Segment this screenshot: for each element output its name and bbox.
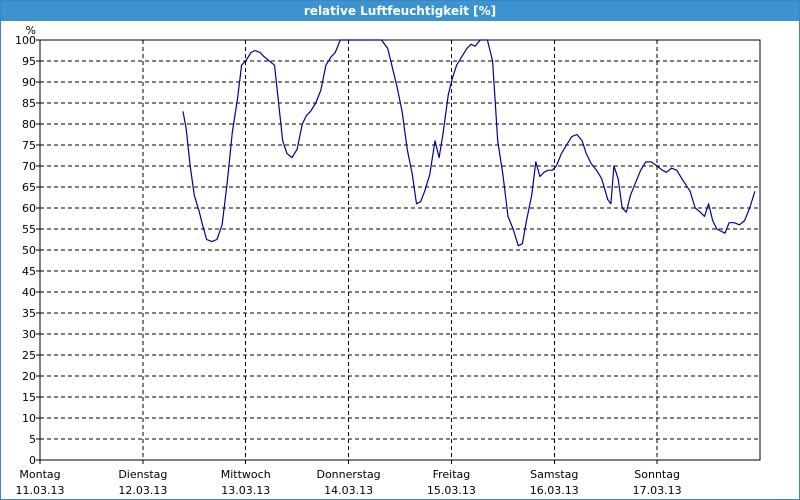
y-tick-label: 30 <box>22 328 36 341</box>
x-tick-label-day: Samstag <box>530 468 578 481</box>
x-tick-label-date: 12.03.13 <box>118 484 167 497</box>
x-tick-label-date: 14.03.13 <box>324 484 373 497</box>
y-tick-label: 45 <box>22 265 36 278</box>
plot-border <box>39 39 761 461</box>
x-tick-label-date: 16.03.13 <box>530 484 579 497</box>
y-tick-label: 95 <box>22 55 36 68</box>
y-tick-label: 10 <box>22 412 36 425</box>
x-tick-label-day: Montag <box>19 468 60 481</box>
x-tick-label-day: Freitag <box>433 468 471 481</box>
x-tick-label-date: 15.03.13 <box>427 484 476 497</box>
y-tick-label: 5 <box>29 433 36 446</box>
y-tick-label: 100 <box>15 34 36 47</box>
y-axis-label: % <box>26 24 36 37</box>
y-tick-label: 90 <box>22 76 36 89</box>
x-tick-label-day: Donnerstag <box>316 468 380 481</box>
y-tick-label: 25 <box>22 349 36 362</box>
humidity-series-line <box>182 39 756 247</box>
chart-title: relative Luftfeuchtigkeit [%] <box>1 1 799 21</box>
x-tick-label-day: Dienstag <box>118 468 167 481</box>
y-tick-label: 75 <box>22 139 36 152</box>
x-tick-label-date: 11.03.13 <box>16 484 65 497</box>
x-tick-label-date: 13.03.13 <box>221 484 270 497</box>
y-tick-label: 60 <box>22 202 36 215</box>
y-tick-label: 70 <box>22 160 36 173</box>
x-tick-label-date: 17.03.13 <box>633 484 682 497</box>
x-tick-label-day: Sonntag <box>634 468 680 481</box>
x-tick-label-day: Mittwoch <box>221 468 271 481</box>
y-tick-label: 55 <box>22 223 36 236</box>
y-tick-label: 80 <box>22 118 36 131</box>
y-tick-label: 20 <box>22 370 36 383</box>
y-tick-label: 40 <box>22 286 36 299</box>
y-tick-label: 65 <box>22 181 36 194</box>
y-tick-label: 50 <box>22 244 36 257</box>
y-tick-label: 0 <box>29 454 36 467</box>
y-tick-label: 35 <box>22 307 36 320</box>
y-tick-label: 15 <box>22 391 36 404</box>
y-tick-label: 85 <box>22 97 36 110</box>
